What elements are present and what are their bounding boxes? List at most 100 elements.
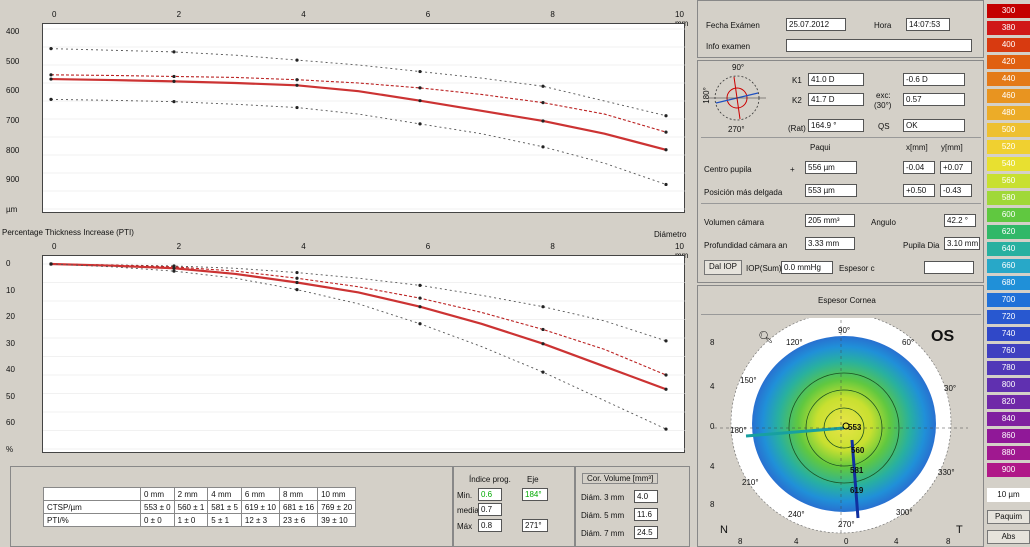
cor-volume-5mm-field[interactable]: 11.6 (634, 508, 658, 521)
k2-field[interactable]: 41.7 D (808, 93, 864, 106)
cor-volume-3mm-field[interactable]: 4.0 (634, 490, 658, 503)
centro-y-field[interactable]: +0.07 (940, 161, 972, 174)
scale-swatch: 580 (987, 191, 1030, 205)
media-label: media (457, 506, 479, 515)
pupil-marker-icon: + (790, 165, 795, 174)
media-value-field[interactable]: 0.7 (478, 503, 502, 516)
cor-volume-7mm-field[interactable]: 24.5 (634, 526, 658, 539)
y-tick-label: 20 (6, 312, 15, 322)
x-tick-label: 4 (301, 242, 306, 251)
scale-swatch: 560 (987, 174, 1030, 188)
index-prog-title: Índice prog. (469, 475, 511, 484)
dal-iop-button[interactable]: Dal IOP (704, 260, 742, 275)
index-prog-panel: Índice prog. Eje Min. 0.6 184° media 0.7… (453, 466, 575, 547)
iop-field[interactable]: 0.0 mmHg (781, 261, 833, 274)
scale-step-label: 10 µm (987, 488, 1030, 502)
y-tick-label: 60 (6, 418, 15, 428)
data-point (664, 114, 668, 118)
scale-swatch: 900 (987, 463, 1030, 477)
series-line (50, 48, 667, 117)
fecha-label: Fecha Exámen (706, 21, 760, 30)
k1-field[interactable]: 41.0 D (808, 73, 864, 86)
rat-field[interactable]: 164.9 ° (808, 119, 864, 132)
data-point (541, 305, 545, 309)
fecha-field[interactable]: 25.07.2012 (786, 18, 846, 31)
data-point (664, 148, 668, 152)
scale-swatch: 860 (987, 429, 1030, 443)
espesor-label: Espesor c (839, 264, 875, 273)
data-point (172, 266, 176, 270)
pos-x-field[interactable]: +0.50 (903, 184, 935, 197)
x-tick-label: 2 (176, 10, 182, 19)
volumen-field[interactable]: 205 mm³ (805, 214, 855, 227)
scale-swatch: 540 (987, 157, 1030, 171)
corneal-map-title: Espesor Cornea (818, 296, 876, 305)
series-line (50, 98, 667, 185)
qs-label: QS (878, 122, 890, 131)
table-cell: 769 ± 20 (317, 500, 357, 514)
max-label: Máx (457, 522, 473, 531)
scale-swatch: 800 (987, 378, 1030, 392)
scale-abs-button[interactable]: Abs (987, 530, 1030, 544)
hora-field[interactable]: 14:07:53 (906, 18, 950, 31)
rat-label: (Rat) (788, 124, 806, 133)
data-point (295, 83, 299, 87)
espesor-field[interactable] (924, 261, 974, 274)
pti-chart: Percentage Thickness Increase (PTI) Diám… (0, 218, 690, 458)
y-tick-label: 600 (6, 86, 20, 96)
scale-swatch: 740 (987, 327, 1030, 341)
max-value-field[interactable]: 0.8 (478, 519, 502, 532)
data-point (664, 387, 668, 391)
map-y-tick: 8 (710, 338, 715, 347)
table-row: PTI/% 0 ± 0 1 ± 0 5 ± 1 12 ± 3 23 ± 6 39… (43, 513, 357, 527)
scale-swatch: 840 (987, 412, 1030, 426)
data-point (172, 74, 176, 79)
info-examen-field[interactable] (786, 39, 972, 52)
series-line (50, 262, 667, 391)
k-diff-field[interactable]: -0.6 D (903, 73, 965, 86)
data-point (49, 47, 53, 51)
y-tick-label: 40 (6, 365, 15, 375)
table-header-cell (43, 487, 141, 501)
scale-swatch: 700 (987, 293, 1030, 307)
qs-field[interactable]: OK (903, 119, 965, 132)
data-point (172, 100, 176, 104)
deg90-label: 90° (732, 63, 745, 72)
deg270-map-label: 270° (838, 520, 855, 529)
pupila-field[interactable]: 3.10 mm (944, 237, 980, 250)
map-x-tick: 4 (794, 537, 799, 546)
centro-x-field[interactable]: -0.04 (903, 161, 935, 174)
min-value-field[interactable]: 0.6 (478, 488, 502, 501)
data-point (295, 78, 299, 82)
scale-swatch: 500 (987, 123, 1030, 137)
deg300-map-label: 300° (896, 508, 913, 517)
centro-paqui-field[interactable]: 556 µm (805, 161, 857, 174)
data-point (295, 270, 299, 275)
max-eje-field[interactable]: 271° (522, 519, 548, 532)
pos-y-field[interactable]: -0.43 (940, 184, 972, 197)
map-value: 553 (848, 423, 862, 432)
zoom-icon[interactable]: 🔍︎ (758, 330, 774, 344)
min-eje-field[interactable]: 184° (522, 488, 548, 501)
x-tick-label: 8 (550, 10, 555, 19)
table-header-cell: 8 mm (279, 487, 319, 501)
scale-mode-button[interactable]: Paquim (987, 510, 1030, 524)
corneal-thickness-map (714, 318, 968, 534)
profundidad-field[interactable]: 3.33 mm (805, 237, 855, 250)
data-point (295, 288, 299, 292)
table-cell: 553 ± 0 (140, 500, 175, 514)
angulo-field[interactable]: 42.2 ° (944, 214, 976, 227)
temporal-label: T (956, 524, 963, 536)
data-point (418, 86, 422, 90)
data-point (418, 322, 422, 326)
posicion-label: Posición más delgada (704, 188, 783, 197)
data-point (541, 119, 545, 123)
table-header-cell: 2 mm (173, 487, 209, 501)
pos-paqui-field[interactable]: 553 µm (805, 184, 857, 197)
map-value: 619 (850, 486, 864, 495)
y-tick-label: 900 (6, 175, 20, 185)
exc-field[interactable]: 0.57 (903, 93, 965, 106)
scale-swatch: 620 (987, 225, 1030, 239)
data-point (541, 370, 545, 374)
